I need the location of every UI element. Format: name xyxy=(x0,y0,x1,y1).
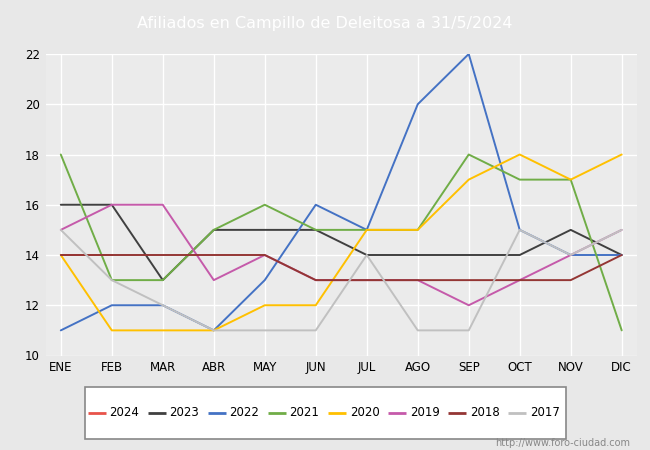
Text: Afiliados en Campillo de Deleitosa a 31/5/2024: Afiliados en Campillo de Deleitosa a 31/… xyxy=(137,16,513,31)
Text: 2022: 2022 xyxy=(229,406,259,419)
Text: 2023: 2023 xyxy=(169,406,199,419)
Text: 2024: 2024 xyxy=(109,406,139,419)
Text: 2017: 2017 xyxy=(530,406,560,419)
Text: 2021: 2021 xyxy=(289,406,319,419)
Text: http://www.foro-ciudad.com: http://www.foro-ciudad.com xyxy=(495,438,630,448)
FancyBboxPatch shape xyxy=(84,387,566,439)
Text: 2019: 2019 xyxy=(410,406,439,419)
Text: 2020: 2020 xyxy=(350,406,380,419)
Text: 2018: 2018 xyxy=(470,406,500,419)
